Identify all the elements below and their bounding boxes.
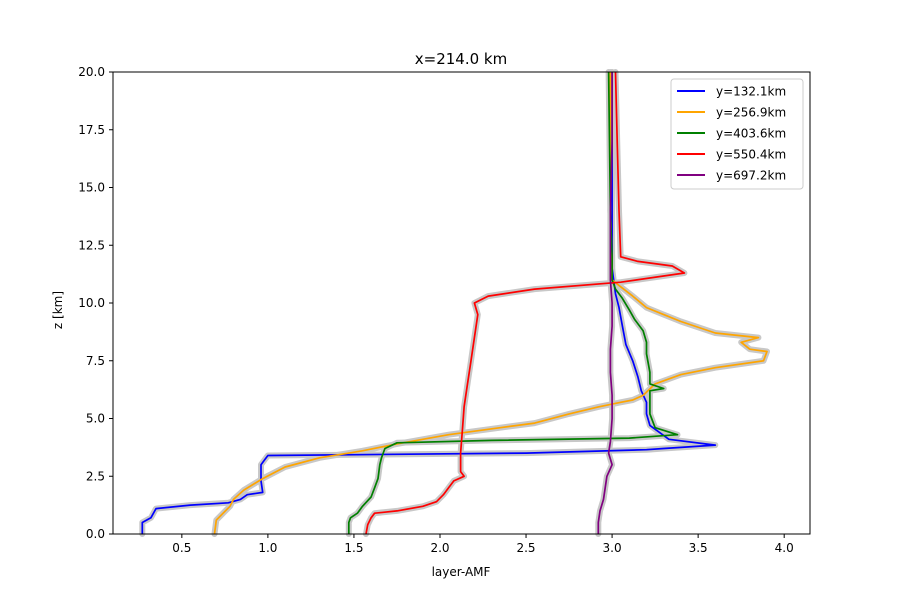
legend: y=132.1km y=256.9km y=403.6km y=550.4km y=69…: [670, 78, 804, 190]
y-tick-label: 7.5: [86, 354, 105, 368]
legend-label: y=550.4km: [716, 148, 786, 162]
series-lines: [141, 71, 768, 535]
y-tick-label: 15.0: [78, 181, 105, 195]
legend-label: y=256.9km: [716, 106, 786, 120]
x-axis-label: layer-AMF: [432, 565, 491, 579]
y-axis-label: z [km]: [51, 291, 65, 329]
series-line-2: [213, 72, 768, 535]
y-axis-ticks: 0.0 2.5 5.0 7.5 10.0 12.5 15.0 17.5 20.0: [78, 65, 113, 541]
x-tick-label: 3.0: [603, 541, 622, 555]
x-tick-label: 1.0: [258, 541, 277, 555]
legend-label: y=132.1km: [716, 85, 786, 99]
series-line-5: [597, 72, 613, 534]
legend-label: y=697.2km: [716, 169, 786, 183]
series-line-3: [347, 71, 679, 534]
y-tick-label: 12.5: [78, 238, 105, 252]
x-axis-ticks: 0.5 1.0 1.5 2.0 2.5 3.0 3.5 4.0: [172, 534, 794, 555]
legend-label: y=403.6km: [716, 127, 786, 141]
series-line-4: [365, 71, 686, 535]
x-tick-label: 1.5: [344, 541, 363, 555]
x-tick-label: 2.5: [516, 541, 535, 555]
y-tick-label: 0.0: [86, 527, 105, 541]
y-tick-label: 20.0: [78, 65, 105, 79]
x-tick-label: 3.5: [689, 541, 708, 555]
y-tick-label: 5.0: [86, 412, 105, 426]
legend-box: [670, 78, 804, 190]
x-tick-label: 0.5: [172, 541, 191, 555]
series-line-1: [141, 72, 717, 534]
chart-title: x=214.0 km: [415, 50, 507, 68]
x-tick-label: 2.0: [430, 541, 449, 555]
y-tick-label: 17.5: [78, 123, 105, 137]
y-tick-label: 2.5: [86, 469, 105, 483]
y-tick-label: 10.0: [78, 296, 105, 310]
x-tick-label: 4.0: [775, 541, 794, 555]
